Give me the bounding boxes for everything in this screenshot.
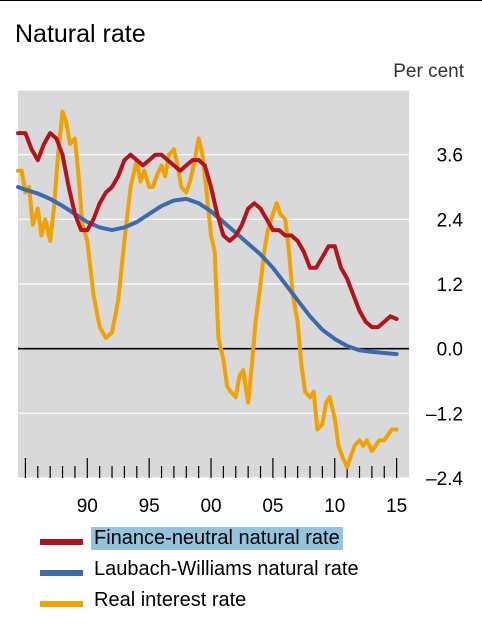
top-rule xyxy=(0,0,482,1)
legend-label-laubach-williams: Laubach-Williams natural rate xyxy=(94,558,359,580)
y-tick-label: 2.4 xyxy=(437,210,464,231)
legend-label-finance-neutral: Finance-neutral natural rate xyxy=(91,527,343,550)
legend-label-real-interest: Real interest rate xyxy=(94,589,247,611)
y-tick-label: –1.2 xyxy=(426,404,463,425)
y-tick-label: 0.0 xyxy=(437,340,463,361)
chart-title: Natural rate xyxy=(15,20,146,48)
x-tick-label: 95 xyxy=(139,496,160,517)
legend-swatch-finance-neutral xyxy=(40,539,83,545)
x-tick-label: 05 xyxy=(262,496,283,517)
x-tick-label: 10 xyxy=(324,496,345,517)
real-interest-rate-line xyxy=(16,109,399,470)
legend-swatch-real-interest xyxy=(40,601,83,607)
unit-label: Per cent xyxy=(393,61,464,82)
x-tick-label: 00 xyxy=(200,496,221,517)
finance-neutral-line xyxy=(16,131,399,330)
x-tick-label: 15 xyxy=(386,496,407,517)
y-tick-label: 1.2 xyxy=(437,275,463,296)
y-tick-label: –2.4 xyxy=(426,469,463,490)
legend-swatch-laubach-williams xyxy=(40,570,83,576)
y-tick-label: 3.6 xyxy=(437,146,463,167)
x-tick-label: 90 xyxy=(77,496,98,517)
